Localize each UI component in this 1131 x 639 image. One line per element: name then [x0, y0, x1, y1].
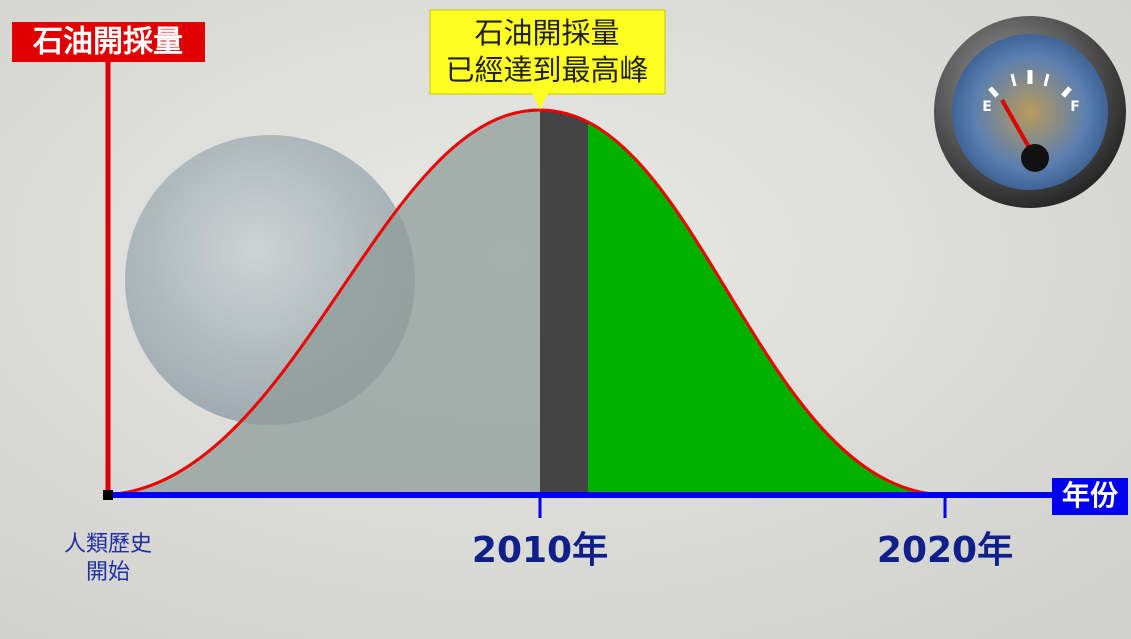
gauge-tick [1010, 73, 1017, 87]
peak-band [540, 110, 588, 495]
gauge-empty: E [982, 99, 992, 115]
fuel-gauge: E F [934, 16, 1126, 208]
x-label-box [1052, 478, 1128, 515]
x-axis-label: 年份 [1062, 479, 1118, 512]
y-label-box [12, 22, 205, 62]
start-label: 人類歷史 [64, 532, 152, 557]
gauge-tick [1043, 73, 1050, 87]
x-tick-label: 2020年 [877, 530, 1013, 571]
gauge-tick [1061, 86, 1072, 98]
x-tick-label: 2010年 [472, 530, 608, 571]
callout-line: 石油開採量 [474, 16, 619, 50]
callout-line: 已經達到最高峰 [445, 53, 648, 87]
start-label: 開始 [86, 560, 130, 585]
gauge-face [952, 34, 1108, 190]
gauge-full: F [1070, 99, 1080, 115]
origin [103, 490, 113, 500]
gauge-tick [988, 86, 999, 98]
y-axis-label: 石油開採量 [32, 25, 183, 60]
callout-pointer [532, 93, 548, 110]
gauge-hub [1021, 144, 1049, 172]
